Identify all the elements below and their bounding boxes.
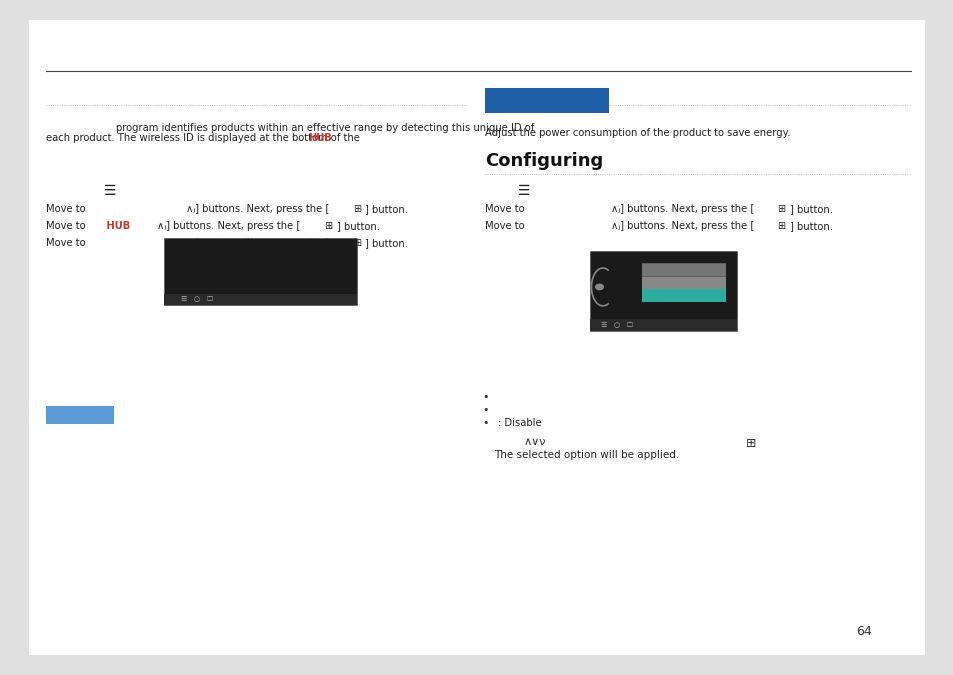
Text: Move to: Move to [46,221,86,231]
Text: ∧ⱼ] buttons. Next, press the [: ∧ⱼ] buttons. Next, press the [ [186,238,329,248]
Text: ⊞: ⊞ [353,204,361,214]
Bar [641,277,725,290]
Text: ⊞: ⊞ [745,437,756,450]
Text: ∧ⱼ] buttons. Next, press the [: ∧ⱼ] buttons. Next, press the [ [610,221,753,231]
Text: Move to: Move to [484,221,524,231]
Text: ] button.: ] button. [789,204,832,214]
Text: ⊞: ⊞ [777,204,785,214]
Text: each product. The wireless ID is displayed at the bottom of the: each product. The wireless ID is display… [46,133,362,143]
Bar [164,294,356,305]
Text: ] button.: ] button. [365,238,408,248]
Text: Move to: Move to [46,238,86,248]
Text: : Disable: : Disable [497,418,541,429]
Text: •: • [482,392,489,402]
Bar [589,251,737,331]
Text: ] button.: ] button. [365,204,408,214]
Text: HUB: HUB [103,221,131,231]
Text: The selected option will be applied.: The selected option will be applied. [494,450,679,460]
Text: ∧ⱼ] buttons. Next, press the [: ∧ⱼ] buttons. Next, press the [ [186,204,329,214]
Text: ⊞: ⊞ [353,238,361,248]
Text: Adjust the power consumption of the product to save energy.: Adjust the power consumption of the prod… [484,128,789,138]
Bar [641,264,725,276]
Text: ⊞: ⊞ [324,221,333,231]
Circle shape [595,284,602,290]
Text: program identifies products within an effective range by detecting this unique I: program identifies products within an ef… [116,123,535,133]
Text: ] button.: ] button. [336,221,379,231]
Text: ☰   ○   ☐: ☰ ○ ☐ [600,322,633,328]
Text: •: • [482,405,489,415]
Text: Move to: Move to [484,204,524,214]
Text: Configuring: Configuring [484,152,602,170]
Bar [484,88,608,113]
Text: HUB: HUB [308,133,332,143]
Text: Move to: Move to [46,204,86,214]
Text: ] button.: ] button. [789,221,832,231]
Bar [641,290,725,302]
Text: •: • [482,418,489,429]
Text: ∧ⱼ] buttons. Next, press the [: ∧ⱼ] buttons. Next, press the [ [157,221,300,231]
Bar [589,319,737,331]
Bar [164,238,356,305]
Bar [641,289,725,302]
Text: ☰: ☰ [517,184,530,198]
Bar [46,406,114,424]
Text: ⊞: ⊞ [777,221,785,231]
Text: ∧ⱼ] buttons. Next, press the [: ∧ⱼ] buttons. Next, press the [ [610,204,753,214]
Text: ∧∨ν: ∧∨ν [523,437,546,448]
Text: ☰   ○   ☐: ☰ ○ ☐ [181,296,213,302]
Text: 64: 64 [856,625,871,638]
Bar [641,263,725,302]
Text: ☰: ☰ [103,184,116,198]
